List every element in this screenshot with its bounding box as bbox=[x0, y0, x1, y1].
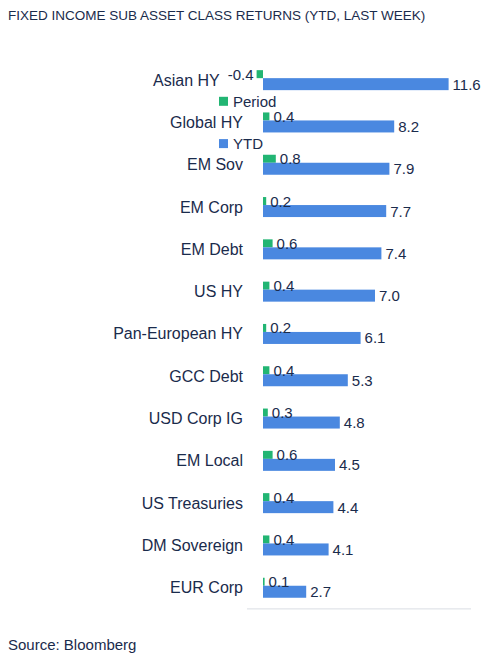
data-label: 0.3 bbox=[272, 404, 293, 421]
data-label: 7.9 bbox=[393, 160, 414, 177]
bar bbox=[263, 282, 269, 290]
category-label: EM Sov bbox=[187, 156, 243, 173]
bar bbox=[263, 112, 269, 120]
bars bbox=[257, 70, 449, 598]
bar bbox=[263, 197, 266, 205]
category-label: Pan-European HY bbox=[113, 325, 243, 342]
data-label: 4.8 bbox=[344, 414, 365, 431]
legend-swatch bbox=[219, 139, 228, 148]
category-label: Asian HY bbox=[153, 72, 220, 89]
data-label: 7.0 bbox=[379, 287, 400, 304]
data-label: 0.2 bbox=[270, 319, 291, 336]
bar bbox=[257, 70, 263, 78]
data-label: 0.6 bbox=[277, 235, 298, 252]
data-label: 11.6 bbox=[453, 76, 481, 93]
category-label: US Treasuries bbox=[142, 495, 243, 512]
category-label: EM Local bbox=[176, 452, 243, 469]
category-label: EUR Corp bbox=[170, 579, 243, 596]
bar bbox=[263, 324, 266, 332]
category-label: Global HY bbox=[170, 114, 243, 131]
data-label: 6.1 bbox=[365, 329, 386, 346]
legend-label: YTD bbox=[233, 135, 263, 152]
bar bbox=[263, 451, 273, 459]
category-label: DM Sovereign bbox=[142, 537, 243, 554]
data-label: 0.4 bbox=[273, 531, 294, 548]
data-label: -0.4 bbox=[228, 66, 254, 83]
data-label: 0.4 bbox=[273, 108, 294, 125]
category-label: GCC Debt bbox=[169, 368, 243, 385]
legend-swatch bbox=[219, 97, 228, 106]
data-label: 0.2 bbox=[270, 193, 291, 210]
bar bbox=[263, 78, 449, 90]
bar bbox=[263, 239, 273, 247]
data-label: 4.4 bbox=[337, 499, 358, 516]
bar bbox=[263, 493, 269, 501]
data-label: 0.4 bbox=[273, 489, 294, 506]
bar bbox=[263, 578, 265, 586]
data-label: 0.4 bbox=[273, 277, 294, 294]
source: Source: Bloomberg bbox=[8, 636, 136, 653]
bar bbox=[263, 366, 269, 374]
title: FIXED INCOME SUB ASSET CLASS RETURNS (YT… bbox=[8, 8, 425, 23]
bar bbox=[263, 155, 276, 163]
category-label: US HY bbox=[194, 283, 243, 300]
data-label: 0.6 bbox=[277, 446, 298, 463]
category-label: EM Debt bbox=[181, 241, 244, 258]
labels: -0.4 0.4 0.8 0.2 0.6 0.4 0.2 0.4 0.3 0.6 0.4 0.4 0.1… bbox=[113, 66, 481, 601]
bar bbox=[263, 535, 269, 543]
data-label: 7.4 bbox=[385, 245, 406, 262]
data-label: 8.2 bbox=[398, 118, 419, 135]
data-label: 5.3 bbox=[352, 372, 373, 389]
legend-label: Period bbox=[233, 93, 276, 110]
data-label: 0.4 bbox=[273, 362, 294, 379]
data-label: 7.7 bbox=[390, 203, 411, 220]
data-label: 4.1 bbox=[333, 541, 354, 558]
data-label: 4.5 bbox=[339, 456, 360, 473]
value-axis-line bbox=[247, 608, 471, 609]
chart: FIXED INCOME SUB ASSET CLASS RETURNS (YT… bbox=[0, 0, 500, 670]
category-label: EM Corp bbox=[180, 199, 243, 216]
data-label: 0.1 bbox=[269, 573, 290, 590]
category-label: USD Corp IG bbox=[149, 410, 243, 427]
bar bbox=[263, 409, 268, 417]
legend: Period YTD bbox=[219, 93, 276, 152]
data-label: 2.7 bbox=[310, 583, 331, 600]
bar bbox=[263, 459, 335, 471]
data-label: 0.8 bbox=[280, 150, 301, 167]
